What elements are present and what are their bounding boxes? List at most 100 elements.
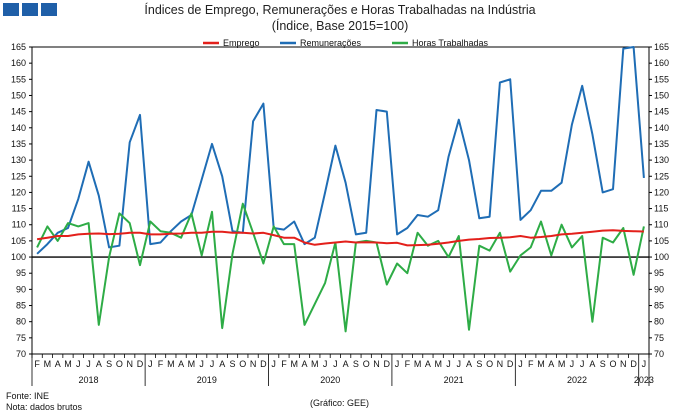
x-month-label: A (589, 359, 595, 369)
x-month-label: D (260, 359, 267, 369)
x-month-label: M (188, 359, 196, 369)
y-tick-label-right: 135 (654, 139, 669, 149)
y-tick-label-right: 115 (654, 204, 668, 214)
y-tick-label-right: 85 (654, 301, 664, 311)
x-month-label: M (558, 359, 566, 369)
x-month-label: J (580, 359, 585, 369)
x-month-label: S (600, 359, 606, 369)
y-tick-label-right: 130 (654, 155, 669, 165)
x-year-label: 2019 (197, 375, 217, 385)
logo-block (3, 3, 19, 16)
x-month-label: M (44, 359, 52, 369)
x-month-label: J (457, 359, 462, 369)
x-month-label: M (537, 359, 545, 369)
x-month-label: S (476, 359, 482, 369)
x-month-label: M (290, 359, 298, 369)
x-month-label: M (414, 359, 422, 369)
x-month-label: A (466, 359, 472, 369)
x-month-label: M (434, 359, 442, 369)
y-tick-label-right: 125 (654, 171, 669, 181)
y-tick-label-left: 120 (11, 187, 26, 197)
series-line-emprego (36, 229, 644, 247)
x-month-label: J (86, 359, 91, 369)
y-tick-label-right: 140 (654, 123, 669, 133)
x-month-label: A (96, 359, 102, 369)
chart-title-line1: Índices de Emprego, Remunerações e Horas… (144, 3, 536, 17)
x-month-label: J (323, 359, 328, 369)
x-month-label: M (64, 359, 72, 369)
x-month-label: F (528, 359, 534, 369)
x-month-label: N (497, 359, 504, 369)
y-tick-label-right: 155 (654, 74, 669, 84)
y-tick-label-left: 125 (11, 171, 26, 181)
x-month-label: D (384, 359, 391, 369)
y-tick-label-left: 165 (11, 42, 26, 52)
legend-label-emprego: Emprego (223, 38, 260, 48)
x-month-label: J (210, 359, 215, 369)
footer-source: Fonte: INE (6, 391, 50, 401)
x-month-label: J (148, 359, 153, 369)
x-month-label: S (230, 359, 236, 369)
y-tick-label-right: 160 (654, 58, 669, 68)
x-month-label: J (76, 359, 81, 369)
y-tick-label-right: 100 (654, 252, 669, 262)
y-tick-label-left: 85 (16, 301, 26, 311)
series-line-horas-trabalhadas (36, 202, 645, 333)
x-month-label: O (116, 359, 123, 369)
x-month-label: D (137, 359, 144, 369)
y-tick-label-left: 135 (11, 139, 26, 149)
x-month-label: A (302, 359, 308, 369)
y-tick-label-right: 70 (654, 349, 664, 359)
footer-credit: (Gráfico: GEE) (310, 398, 370, 408)
x-month-label: F (281, 359, 287, 369)
x-month-label: N (250, 359, 257, 369)
x-month-label: S (353, 359, 359, 369)
x-month-label: D (630, 359, 637, 369)
x-month-label: O (610, 359, 617, 369)
x-year-label: 2020 (320, 375, 340, 385)
y-tick-label-left: 70 (16, 349, 26, 359)
x-month-label: M (311, 359, 319, 369)
x-month-label: J (642, 359, 647, 369)
y-tick-label-right: 145 (654, 107, 669, 117)
x-month-label: A (219, 359, 225, 369)
y-tick-label-left: 145 (11, 107, 26, 117)
x-month-label: J (446, 359, 451, 369)
logo-block (41, 3, 57, 16)
x-month-label: S (106, 359, 112, 369)
y-tick-label-left: 105 (11, 236, 26, 246)
x-month-label: A (178, 359, 184, 369)
y-tick-label-left: 140 (11, 123, 26, 133)
y-tick-label-right: 75 (654, 333, 664, 343)
y-tick-label-left: 155 (11, 74, 26, 84)
x-year-label: 2023 (634, 375, 654, 385)
y-tick-label-right: 165 (654, 42, 669, 52)
y-tick-label-left: 150 (11, 90, 26, 100)
x-month-label: O (486, 359, 493, 369)
series-line-remunera-es (36, 46, 645, 255)
y-tick-label-right: 90 (654, 284, 664, 294)
y-tick-label-left: 160 (11, 58, 26, 68)
footer-note: Nota: dados brutos (6, 402, 83, 412)
x-month-label: M (167, 359, 175, 369)
y-tick-label-left: 110 (12, 220, 26, 230)
x-year-label: 2021 (444, 375, 464, 385)
x-month-label: F (405, 359, 411, 369)
y-tick-label-left: 90 (16, 284, 26, 294)
chart-subtitle: (Índice, Base 2015=100) (271, 19, 409, 33)
x-month-label: J (199, 359, 204, 369)
x-month-label: F (158, 359, 164, 369)
legend-label-remunera-es: Remunerações (300, 38, 362, 48)
y-tick-label-left: 100 (11, 252, 26, 262)
chart-title: Índices de Emprego, Remunerações e Horas… (0, 2, 680, 34)
x-year-label: 2018 (79, 375, 99, 385)
x-month-label: N (126, 359, 133, 369)
y-tick-label-left: 75 (16, 333, 26, 343)
x-month-label: A (55, 359, 61, 369)
y-tick-label-left: 130 (11, 155, 26, 165)
x-month-label: J (395, 359, 400, 369)
x-month-label: O (363, 359, 370, 369)
y-tick-label-right: 80 (654, 317, 664, 327)
x-month-label: N (620, 359, 627, 369)
